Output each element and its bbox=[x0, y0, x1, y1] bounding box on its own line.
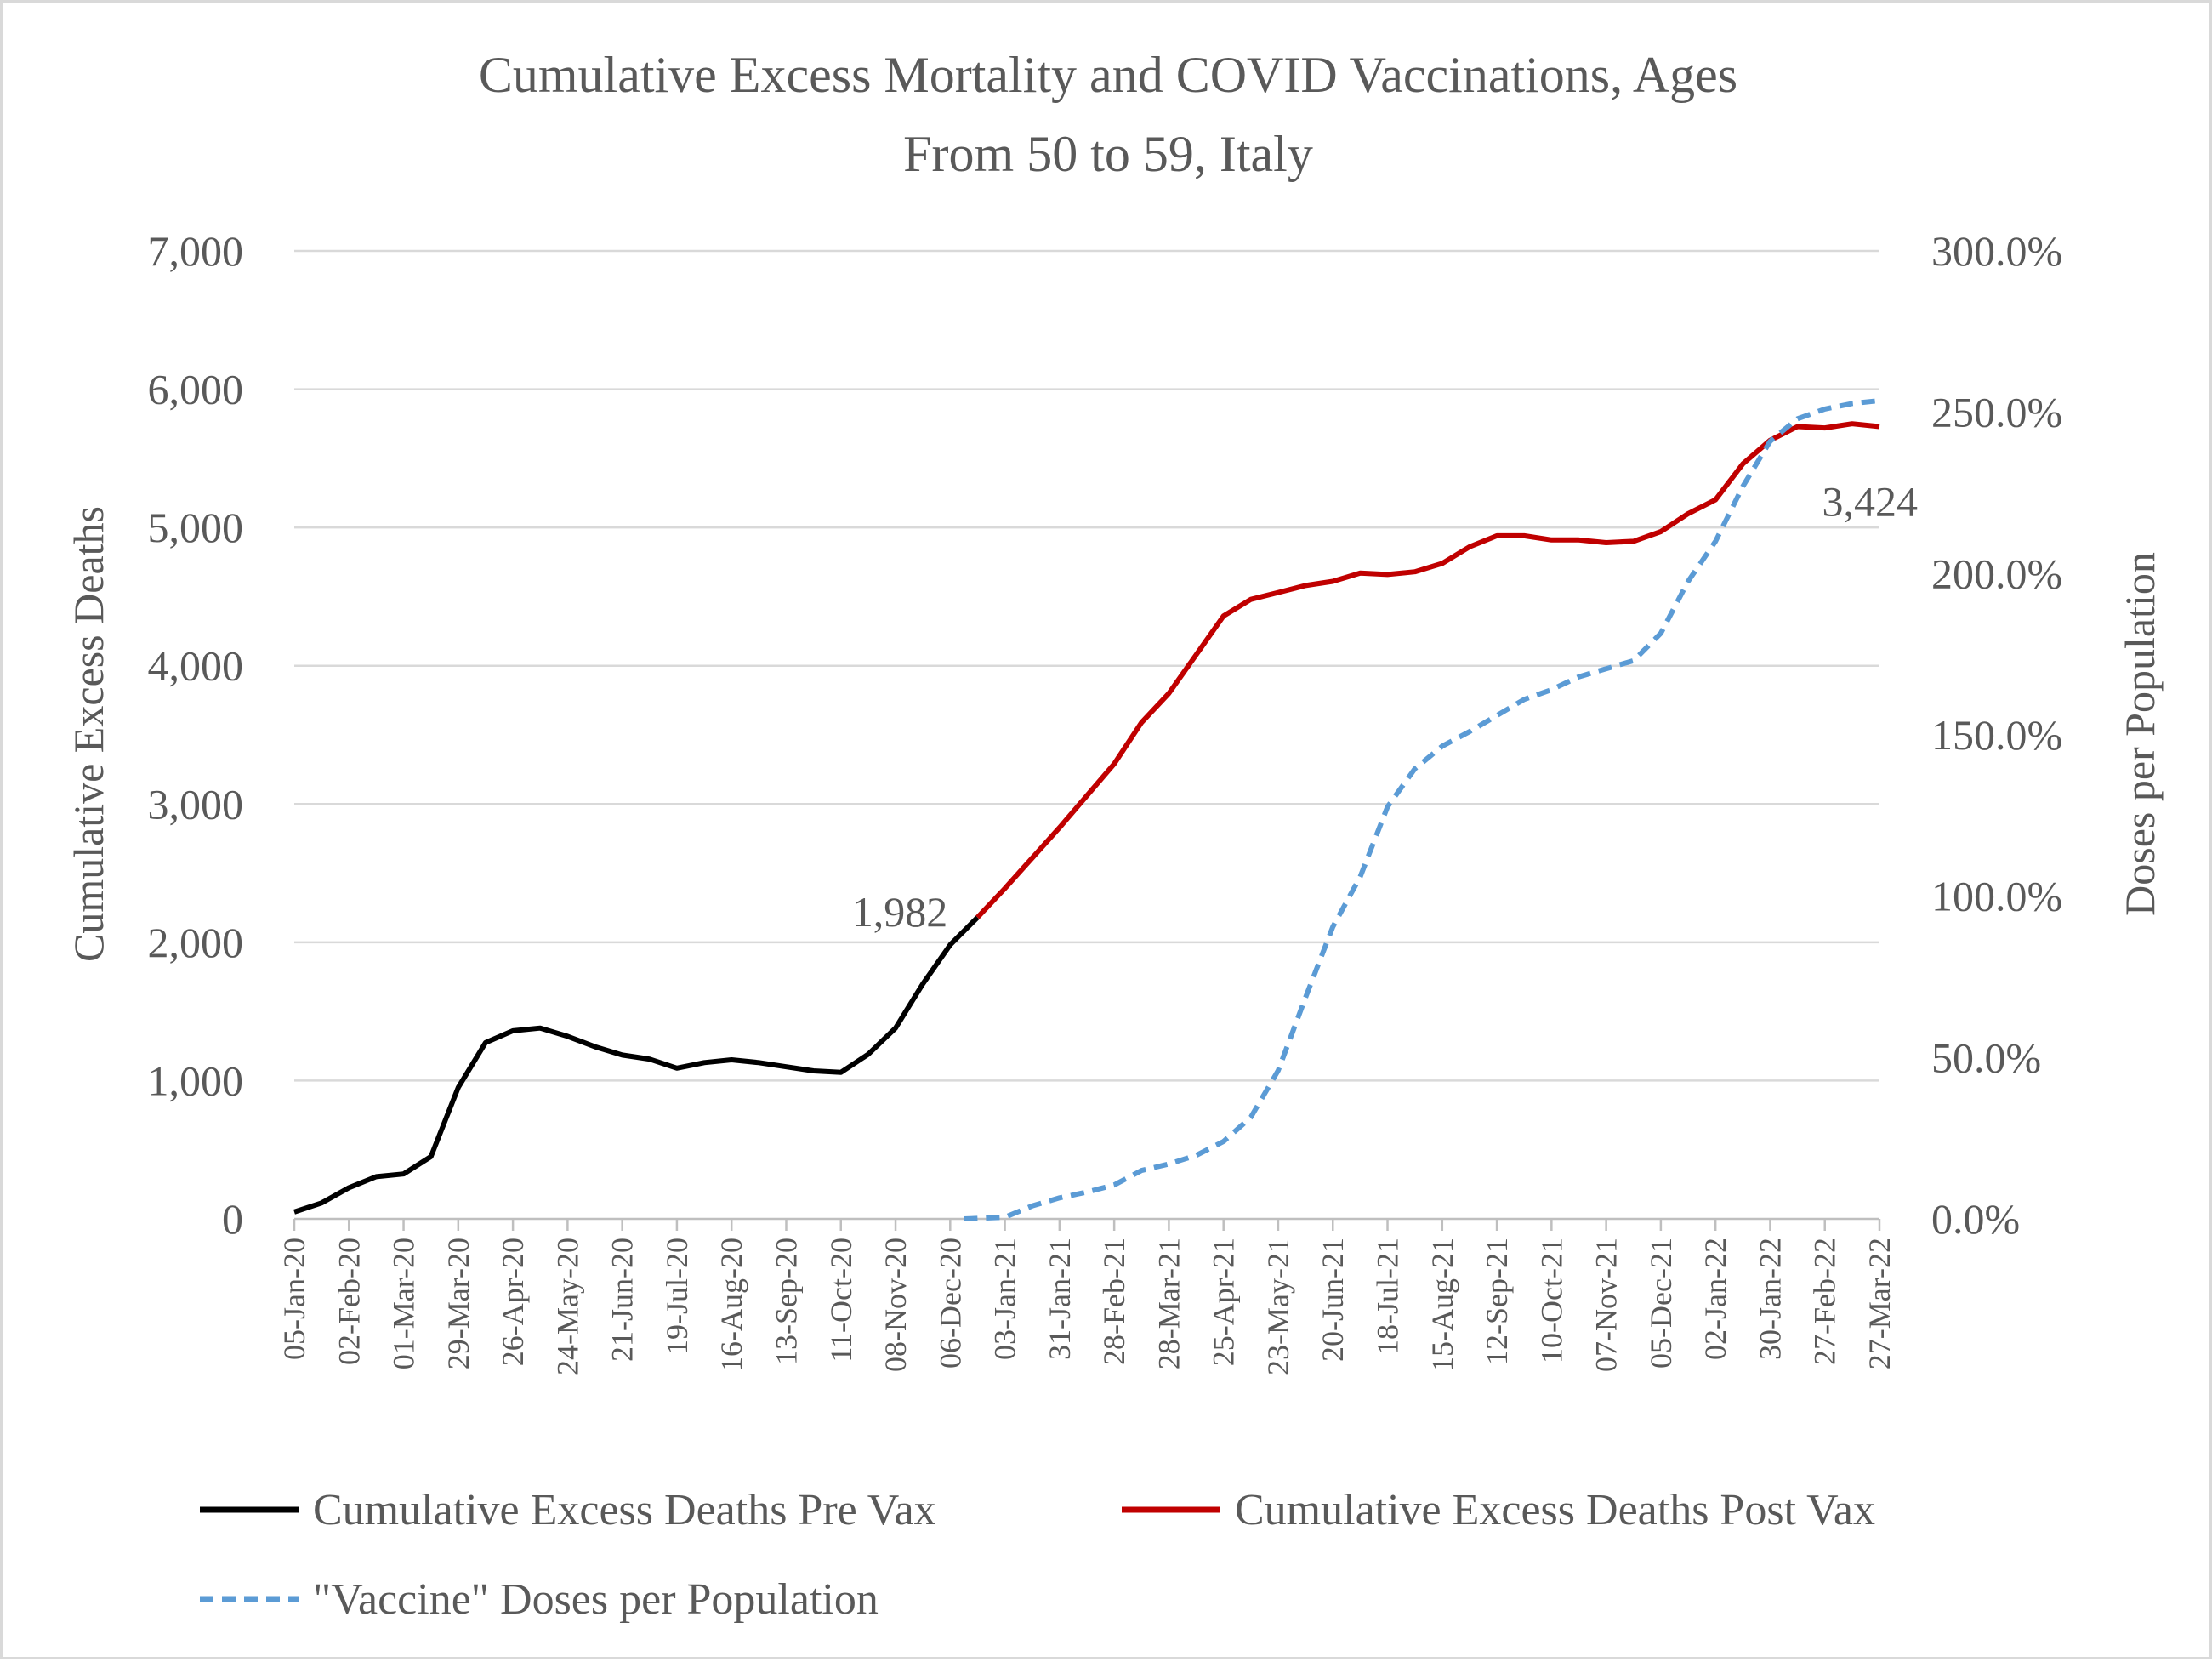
x-tick-label: 28-Mar-21 bbox=[1151, 1238, 1186, 1369]
data-label: 3,424 bbox=[1822, 477, 1919, 525]
y2-tick-label: 150.0% bbox=[1931, 711, 2062, 759]
y-tick-label: 6,000 bbox=[148, 366, 244, 413]
y-tick-label: 0 bbox=[222, 1195, 243, 1243]
series-line-1 bbox=[975, 421, 1880, 919]
x-tick-label: 27-Mar-22 bbox=[1862, 1238, 1896, 1369]
legend-label-2: "Vaccine" Doses per Population bbox=[313, 1575, 879, 1624]
x-tick-label: 31-Jan-21 bbox=[1043, 1238, 1077, 1360]
y2-tick-label: 100.0% bbox=[1931, 873, 2062, 920]
x-tick-label: 02-Feb-20 bbox=[332, 1238, 366, 1365]
legend-label-0: Cumulative Excess Deaths Pre Vax bbox=[313, 1486, 936, 1534]
x-tick-label: 02-Jan-22 bbox=[1698, 1238, 1732, 1360]
chart-title-line-2: From 50 to 59, Italy bbox=[903, 126, 1313, 182]
y-tick-label: 1,000 bbox=[148, 1056, 244, 1104]
x-tick-label: 05-Jan-20 bbox=[277, 1238, 311, 1360]
x-tick-label: 01-Mar-20 bbox=[387, 1238, 421, 1369]
x-tick-label: 26-Apr-20 bbox=[496, 1238, 530, 1366]
y2-tick-label: 200.0% bbox=[1931, 549, 2062, 597]
x-tick-label: 03-Jan-21 bbox=[988, 1238, 1022, 1360]
y2-tick-label: 250.0% bbox=[1931, 389, 2062, 436]
x-tick-label: 11-Oct-20 bbox=[824, 1238, 858, 1363]
x-tick-label: 06-Dec-20 bbox=[933, 1238, 967, 1369]
x-tick-label: 21-Jun-20 bbox=[606, 1238, 640, 1362]
x-tick-label: 20-Jun-21 bbox=[1316, 1238, 1350, 1362]
chart: Cumulative Excess Mortality and COVID Va… bbox=[65, 47, 2164, 1624]
x-tick-label: 24-May-20 bbox=[550, 1238, 584, 1375]
y-tick-label: 2,000 bbox=[148, 919, 244, 966]
y-tick-label: 7,000 bbox=[148, 227, 244, 275]
x-tick-label: 18-Jul-21 bbox=[1371, 1238, 1405, 1355]
x-tick-label: 08-Nov-20 bbox=[879, 1238, 913, 1372]
x-tick-label: 23-May-21 bbox=[1261, 1238, 1295, 1375]
y2-tick-label: 50.0% bbox=[1931, 1033, 2041, 1081]
x-tick-label: 29-Mar-20 bbox=[441, 1238, 475, 1369]
x-tick-label: 10-Oct-21 bbox=[1534, 1238, 1568, 1363]
x-tick-label: 27-Feb-22 bbox=[1808, 1238, 1842, 1365]
x-tick-label: 28-Feb-21 bbox=[1097, 1238, 1131, 1365]
y2-tick-label: 300.0% bbox=[1931, 227, 2062, 275]
x-tick-label: 07-Nov-21 bbox=[1589, 1238, 1623, 1372]
y-tick-label: 4,000 bbox=[148, 642, 244, 690]
legend-label-1: Cumulative Excess Deaths Post Vax bbox=[1235, 1486, 1875, 1534]
series-line-0 bbox=[293, 915, 980, 1215]
x-tick-label: 15-Aug-21 bbox=[1425, 1238, 1459, 1372]
x-tick-label: 13-Sep-20 bbox=[769, 1238, 803, 1365]
x-tick-label: 12-Sep-21 bbox=[1480, 1238, 1514, 1365]
y2-tick-label: 0.0% bbox=[1931, 1195, 2020, 1243]
x-tick-label: 30-Jan-22 bbox=[1753, 1238, 1787, 1360]
x-tick-label: 19-Jul-20 bbox=[660, 1238, 694, 1355]
x-tick-label: 25-Apr-21 bbox=[1207, 1238, 1241, 1366]
data-label: 1,982 bbox=[852, 888, 948, 936]
x-tick-label: 05-Dec-21 bbox=[1644, 1238, 1678, 1369]
x-tick-label: 16-Aug-20 bbox=[714, 1238, 748, 1372]
y-axis-label: Cumulative Excess Deaths bbox=[65, 506, 112, 962]
chart-title-line-1: Cumulative Excess Mortality and COVID Va… bbox=[479, 47, 1737, 103]
y2-axis-label: Doses per Population bbox=[2116, 552, 2164, 916]
y-tick-label: 3,000 bbox=[148, 780, 244, 828]
series-line-2 bbox=[964, 398, 1880, 1221]
y-tick-label: 5,000 bbox=[148, 504, 244, 551]
